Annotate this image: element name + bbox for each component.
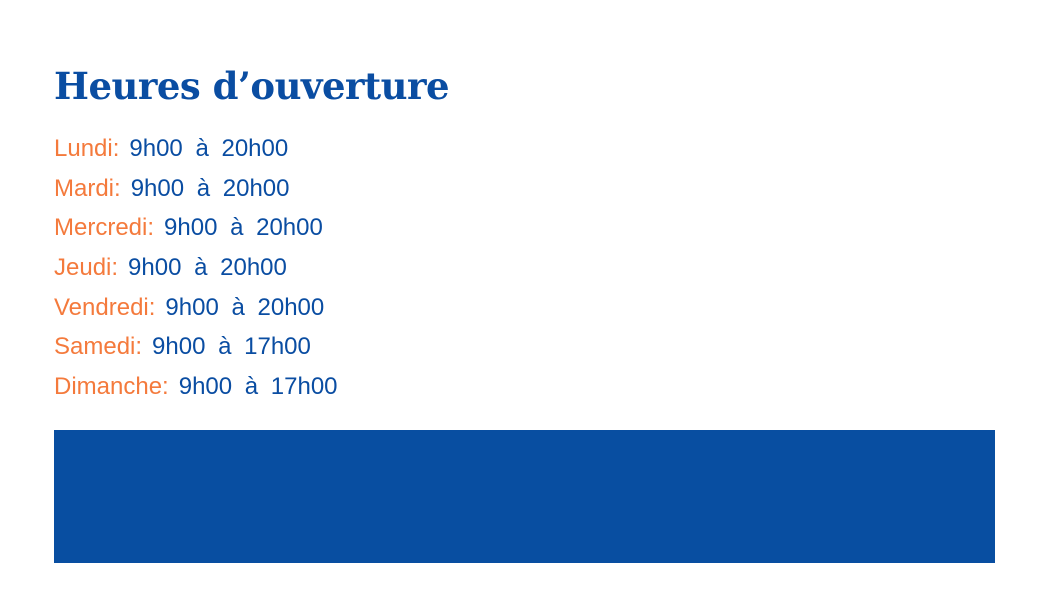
day-label: Jeudi:: [54, 254, 119, 282]
day-label: Samedi:: [54, 333, 143, 361]
hours-row-monday: Lundi: 9h00 à 20h00: [54, 132, 338, 172]
hours-row-tuesday: Mardi: 9h00 à 20h00: [54, 172, 338, 212]
hours-row-sunday: Dimanche: 9h00 à 17h00: [54, 370, 338, 410]
day-label: Mardi:: [54, 174, 121, 202]
time-range: 9h00 à 17h00: [178, 373, 338, 401]
page-title: Heures d’ouverture: [54, 64, 450, 108]
hours-row-friday: Vendredi: 9h00 à 20h00: [54, 291, 338, 331]
time-range: 9h00 à 20h00: [164, 214, 323, 242]
day-label: Dimanche:: [54, 373, 169, 401]
time-range: 9h00 à 17h00: [152, 333, 311, 361]
time-range: 9h00 à 20h00: [129, 135, 289, 162]
time-range: 9h00 à 20h00: [130, 174, 290, 202]
blue-banner: [54, 430, 995, 563]
opening-hours-list: Lundi: 9h00 à 20h00 Mardi: 9h00 à 20h00 Me…: [54, 132, 338, 410]
hours-row-saturday: Samedi: 9h00 à 17h00: [54, 330, 338, 370]
time-range: 9h00 à 20h00: [165, 293, 325, 321]
day-label: Lundi:: [54, 135, 120, 162]
day-label: Vendredi:: [54, 293, 156, 321]
hours-row-wednesday: Mercredi: 9h00 à 20h00: [54, 211, 338, 251]
time-range: 9h00 à 20h00: [128, 254, 287, 282]
hours-row-thursday: Jeudi: 9h00 à 20h00: [54, 251, 338, 291]
day-label: Mercredi:: [54, 214, 155, 242]
